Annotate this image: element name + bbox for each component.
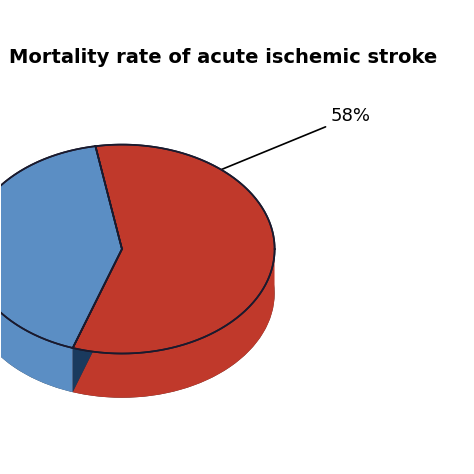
Polygon shape	[0, 246, 73, 392]
Text: 58%: 58%	[41, 108, 371, 244]
Polygon shape	[0, 146, 122, 348]
Polygon shape	[73, 145, 274, 354]
Ellipse shape	[0, 189, 274, 398]
Polygon shape	[73, 245, 274, 398]
Polygon shape	[73, 249, 122, 392]
Text: Mortality rate of acute ischemic stroke: Mortality rate of acute ischemic stroke	[9, 48, 438, 67]
Polygon shape	[73, 249, 122, 392]
